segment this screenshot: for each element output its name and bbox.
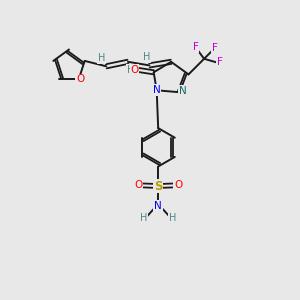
Text: O: O [76,74,84,84]
Text: N: N [179,86,187,96]
Text: F: F [212,43,218,53]
Text: H: H [127,65,135,75]
Text: H: H [140,213,148,223]
Text: F: F [217,57,223,68]
Text: N: N [154,200,162,211]
Text: O: O [174,180,182,190]
Text: H: H [98,53,106,63]
Text: O: O [134,180,142,190]
Text: N: N [153,85,160,95]
Text: H: H [143,52,150,62]
Text: S: S [154,179,162,193]
Text: H: H [169,213,176,223]
Text: O: O [130,65,139,75]
Text: F: F [193,42,199,52]
